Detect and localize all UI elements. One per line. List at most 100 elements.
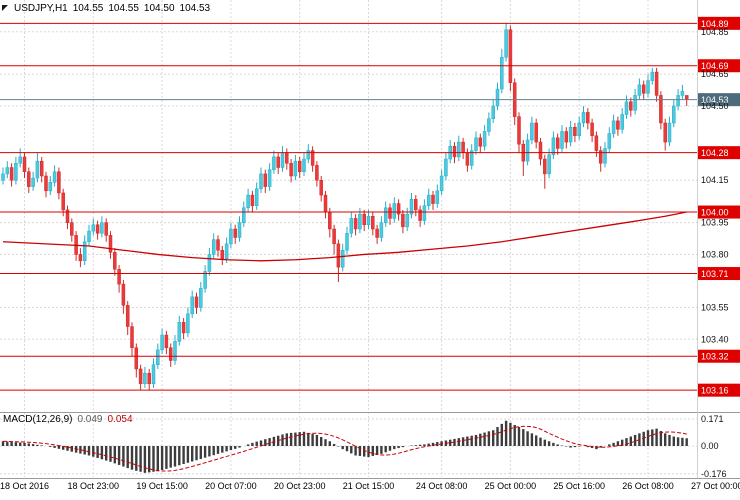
candle-body [543, 158, 547, 175]
candle-body [289, 163, 293, 177]
candle-body [267, 169, 272, 187]
time-label: 26 Oct 08:00 [622, 481, 674, 491]
candle-body [323, 194, 328, 213]
candle-body [654, 71, 659, 96]
macd-name: MACD(12,26,9) [3, 414, 73, 425]
candle-body [633, 95, 637, 111]
candle-body [233, 228, 237, 238]
candle-body [431, 194, 435, 204]
candle-body [87, 230, 91, 242]
macd-axis-label: 0.00 [701, 441, 719, 451]
candle-body [487, 118, 491, 132]
price-level-badge [698, 16, 740, 30]
candle-body [310, 150, 315, 166]
moving-average-line [2, 211, 687, 262]
price-level-badge-label: 104.89 [701, 19, 729, 29]
candle-body [328, 211, 332, 230]
candle-body [568, 126, 573, 143]
candle-body [371, 216, 375, 230]
candle-body [345, 232, 349, 251]
candle-body [405, 213, 409, 228]
price-axis-label: 103.80 [701, 249, 729, 259]
candle-body [392, 203, 397, 219]
quote-header: USDJPY,H1 104.55 104.55 104.50 104.53 [14, 3, 215, 14]
candle-body [211, 239, 216, 255]
candle-body [349, 218, 354, 234]
price-level-badge-label: 104.00 [701, 208, 729, 218]
price-level-badge-label: 103.32 [701, 352, 729, 362]
candle-body [560, 131, 564, 149]
candle-body [254, 188, 259, 206]
candle-body [250, 194, 255, 206]
symbol-timeframe-label: USDJPY,H1 [14, 3, 68, 14]
candle-body [517, 116, 521, 145]
time-label: 27 Oct 00:00 [691, 481, 740, 491]
candle-body [641, 84, 646, 94]
candle-body [340, 249, 345, 268]
macd-indicator-label: MACD(12,26,9) 0.049 0.054 [3, 414, 133, 425]
time-label: 18 Oct 2016 [0, 481, 50, 491]
candle-body [525, 139, 530, 162]
candle-body [530, 122, 534, 141]
candle-body [147, 372, 151, 385]
candle-body [401, 213, 405, 228]
quote-low: 104.50 [143, 3, 175, 14]
candle-body [104, 222, 108, 236]
price-level-badge-label: 103.71 [701, 269, 729, 279]
candle-body [478, 137, 483, 147]
candle-body [663, 122, 667, 143]
candle-body [594, 135, 599, 151]
candle-body [190, 296, 194, 315]
candle-body [534, 122, 538, 143]
price-axis-label: 103.95 [701, 218, 729, 228]
candle-body [396, 203, 401, 215]
one-click-trading-icon[interactable] [2, 5, 8, 11]
candle-body [684, 95, 689, 100]
candle-body [306, 150, 311, 160]
candle-body [95, 224, 100, 234]
time-axis[interactable]: 18 Oct 2016 18 Oct 23:00 19 Oct 15:00 20 Oc… [0, 481, 740, 497]
candle-body [482, 131, 487, 147]
price-axis-label: 103.55 [701, 302, 729, 312]
candle-body [388, 207, 392, 219]
time-label: 25 Oct 00:00 [484, 481, 537, 491]
candle-body [551, 137, 556, 156]
candle-body [607, 133, 612, 149]
candle-body [332, 228, 336, 245]
candle-body [130, 326, 134, 349]
candle-body [61, 192, 65, 211]
candle-body [659, 95, 663, 124]
candle-body [418, 209, 422, 221]
candle-body [173, 341, 177, 361]
macd-axis-label: 0.171 [701, 414, 724, 424]
price-level-badge-label: 103.16 [701, 386, 729, 396]
candle-body [461, 141, 465, 153]
candle-body [555, 137, 560, 149]
candle-body [637, 84, 642, 96]
candle-body [39, 160, 44, 177]
candle-body [156, 349, 160, 365]
candle-body [18, 156, 22, 164]
candle-body [611, 120, 616, 134]
macd-axis-label: -0.176 [701, 469, 727, 479]
candle-body [426, 194, 431, 206]
candle-body [113, 252, 117, 270]
candle-body [646, 80, 650, 94]
candle-body [164, 334, 169, 349]
candle-body [186, 313, 190, 334]
time-label: 21 Oct 15:00 [342, 481, 395, 491]
candle-body [48, 182, 53, 192]
candle-body [439, 175, 444, 192]
candle-body [362, 213, 366, 226]
macd-main-value: 0.049 [77, 414, 103, 425]
candle-body [422, 205, 427, 221]
quote-close: 104.53 [179, 3, 211, 14]
candle-body [70, 222, 74, 236]
current-price-badge [698, 93, 740, 107]
chart-svg[interactable]: 104.89 104.69 104.28 104.00 103.71 103.32 103.… [0, 0, 740, 479]
candle-body [280, 152, 285, 168]
candle-body [672, 105, 676, 124]
candle-body [293, 160, 298, 177]
price-level-badge [698, 267, 740, 281]
